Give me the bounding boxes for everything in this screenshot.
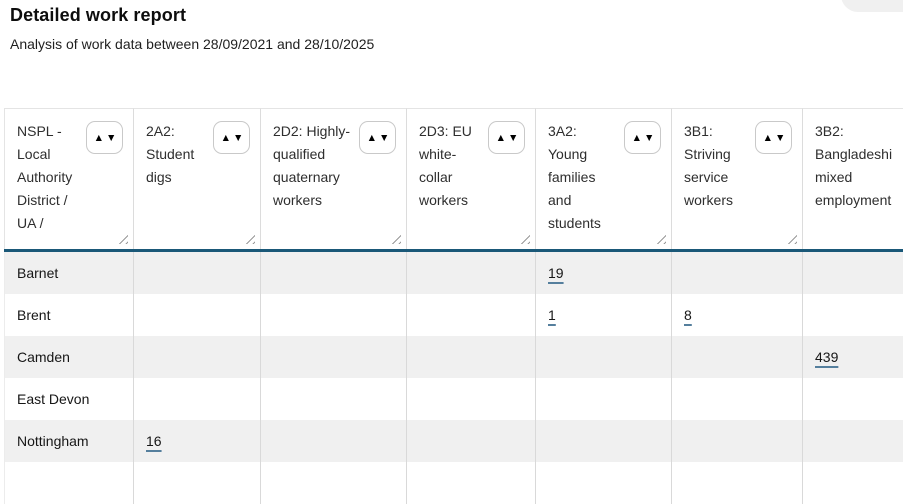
sort-arrows-icon: ▲▼ [220,131,246,144]
district-name: Brent [17,307,51,323]
column-header-label: 2D3: EU white-collar workers [419,123,472,208]
district-name: Nottingham [17,433,89,449]
value-cell [134,336,261,378]
page-subtitle: Analysis of work data between 28/09/2021… [10,36,375,52]
value-cell: 1 [536,294,672,336]
table-row-barnet: Barnet 19 [4,252,903,294]
column-header-2d3: 2D3: EU white-collar workers ▲▼ [407,108,536,249]
cell-value-link[interactable]: 16 [146,433,162,449]
sort-button[interactable]: ▲▼ [86,121,123,154]
value-cell [536,336,672,378]
value-cell [803,462,903,504]
row-label-cell: Nottingham [4,420,134,462]
value-cell [261,252,407,294]
column-header-3a2: 3A2: Young families and students ▲▼ [536,108,672,249]
value-cell [261,420,407,462]
value-cell [803,252,903,294]
sort-button[interactable]: ▲▼ [488,121,525,154]
value-cell [803,420,903,462]
column-header-label: 3B2: Bangladeshi mixed employment [815,123,893,208]
report-page: { "page": { "title": "Detailed work repo… [4,0,903,504]
district-name: East Devon [17,391,90,407]
district-name: Barnet [17,265,59,281]
column-resize-handle-icon[interactable] [786,233,797,244]
table-row-camden: Camden 439 [4,336,903,378]
column-resize-handle-icon[interactable] [390,233,401,244]
collapsed-pill-button[interactable] [841,0,903,12]
column-resize-handle-icon[interactable] [519,233,530,244]
value-cell [261,378,407,420]
sort-arrows-icon: ▲▼ [762,131,788,144]
table-row-nottingham: Nottingham 16 [4,420,903,462]
row-label-cell: Brent [4,294,134,336]
cell-value-link[interactable]: 439 [815,349,839,365]
value-cell [407,462,536,504]
value-cell [407,294,536,336]
column-header-3b1: 3B1: Striving service workers ▲▼ [672,108,803,249]
work-report-table: NSPL - Local Authority District / UA / ▲… [4,108,903,504]
value-cell [134,378,261,420]
value-cell [803,294,903,336]
column-header-2d2: 2D2: Highly-qualified quaternary workers… [261,108,407,249]
cell-value-link[interactable]: 19 [548,265,564,281]
column-header-label: 3A2: Young families and students [548,123,601,231]
column-header-nspl: NSPL - Local Authority District / UA / ▲… [4,108,134,249]
table-body: Barnet 19 Brent 1 8 Camden 439 [4,252,903,504]
table-row-partial [4,462,903,504]
value-cell [261,294,407,336]
table-row-east-devon: East Devon [4,378,903,420]
column-resize-handle-icon[interactable] [655,233,666,244]
value-cell [672,462,803,504]
sort-arrows-icon: ▲▼ [93,131,119,144]
value-cell [803,378,903,420]
cell-value-link[interactable]: 8 [684,307,692,323]
value-cell: 19 [536,252,672,294]
sort-button[interactable]: ▲▼ [359,121,396,154]
value-cell [672,378,803,420]
column-header-label: NSPL - Local Authority District / UA / [17,123,73,231]
row-label-cell: East Devon [4,378,134,420]
column-resize-handle-icon[interactable] [117,233,128,244]
column-header-label: 2D2: Highly-qualified quaternary workers [273,123,351,208]
column-header-label: 3B1: Striving service workers [684,123,734,208]
value-cell [261,336,407,378]
value-cell [536,462,672,504]
sort-button[interactable]: ▲▼ [624,121,661,154]
value-cell [407,336,536,378]
value-cell [407,378,536,420]
value-cell [134,252,261,294]
value-cell [134,462,261,504]
table-row-brent: Brent 1 8 [4,294,903,336]
district-name: Camden [17,349,70,365]
value-cell [536,378,672,420]
table-header-row: NSPL - Local Authority District / UA / ▲… [4,108,903,252]
sort-button[interactable]: ▲▼ [213,121,250,154]
value-cell [261,462,407,504]
value-cell: 8 [672,294,803,336]
row-label-cell: Barnet [4,252,134,294]
column-resize-handle-icon[interactable] [244,233,255,244]
column-header-3b2: 3B2: Bangladeshi mixed employment ▲▼ [803,108,903,249]
page-title: Detailed work report [10,5,187,25]
value-cell [134,294,261,336]
value-cell [407,420,536,462]
value-cell: 439 [803,336,903,378]
value-cell [407,252,536,294]
cell-value-link[interactable]: 1 [548,307,556,323]
value-cell [672,336,803,378]
row-label-cell [4,462,134,504]
value-cell [536,420,672,462]
value-cell [672,252,803,294]
sort-button[interactable]: ▲▼ [755,121,792,154]
value-cell: 16 [134,420,261,462]
column-header-label: 2A2: Student digs [146,123,195,185]
sort-arrows-icon: ▲▼ [631,131,657,144]
row-label-cell: Camden [4,336,134,378]
sort-arrows-icon: ▲▼ [366,131,392,144]
column-header-2a2: 2A2: Student digs ▲▼ [134,108,261,249]
value-cell [672,420,803,462]
sort-arrows-icon: ▲▼ [495,131,521,144]
